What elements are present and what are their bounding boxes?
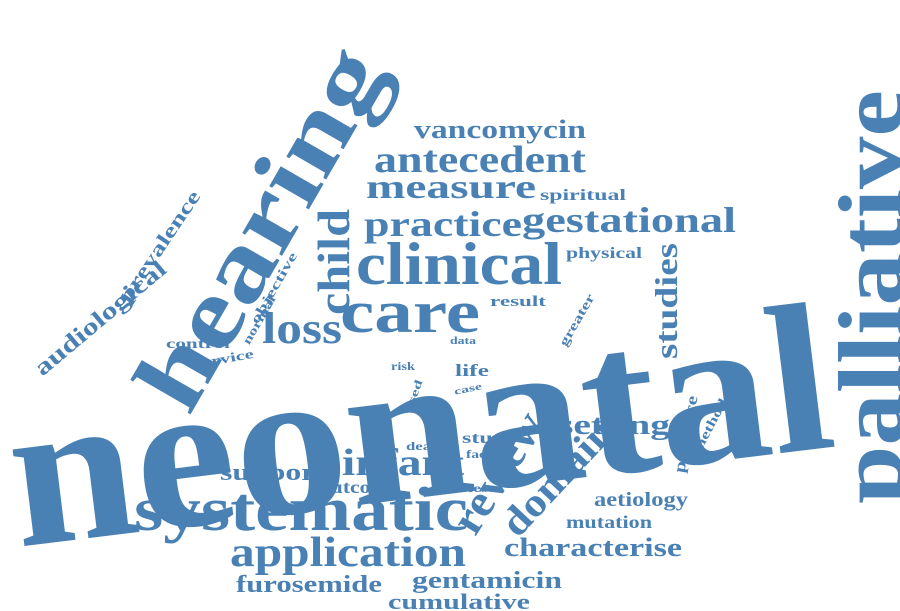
word-cumulative: cumulative — [388, 589, 530, 611]
word-child: child — [308, 209, 359, 315]
word-life: life — [455, 361, 490, 380]
word-practice: practice — [364, 204, 522, 244]
word-studies: studies — [648, 243, 684, 359]
word-study: study — [462, 430, 518, 447]
word-support: support — [220, 460, 326, 486]
word-measure: measure — [366, 169, 536, 206]
word-gentamicin: gentamicin — [412, 568, 562, 594]
word-infant: infant — [342, 442, 464, 484]
word-mutation: mutation — [566, 512, 652, 532]
word-setting: setting — [558, 410, 670, 441]
word-characterise: characterise — [504, 533, 682, 562]
word-gestational: gestational — [522, 200, 736, 240]
word-risk: risk — [391, 359, 415, 373]
word-babies: babies — [440, 481, 488, 495]
word-care: care — [340, 279, 480, 345]
word-loss: loss — [262, 304, 342, 353]
word-application: application — [230, 530, 466, 576]
word-result: result — [490, 294, 546, 310]
word-palliative: palliative — [820, 90, 900, 504]
word-antecedent: antecedent — [374, 139, 586, 181]
word-clinical: clinical — [356, 231, 562, 297]
word-spiritual: spiritual — [540, 187, 627, 204]
word-control: control — [166, 337, 230, 352]
word-aetiology: aetiology — [594, 489, 688, 511]
word-vancomycin: vancomycin — [414, 115, 587, 144]
word-systematic: systematic — [134, 476, 468, 544]
word-furosemide: furosemide — [236, 572, 382, 598]
word-data: data — [450, 336, 476, 347]
word-factor: factor — [466, 447, 507, 461]
word-death: death — [406, 439, 446, 453]
word-outcome: outcome — [320, 477, 398, 497]
word-physical: physical — [566, 245, 643, 262]
